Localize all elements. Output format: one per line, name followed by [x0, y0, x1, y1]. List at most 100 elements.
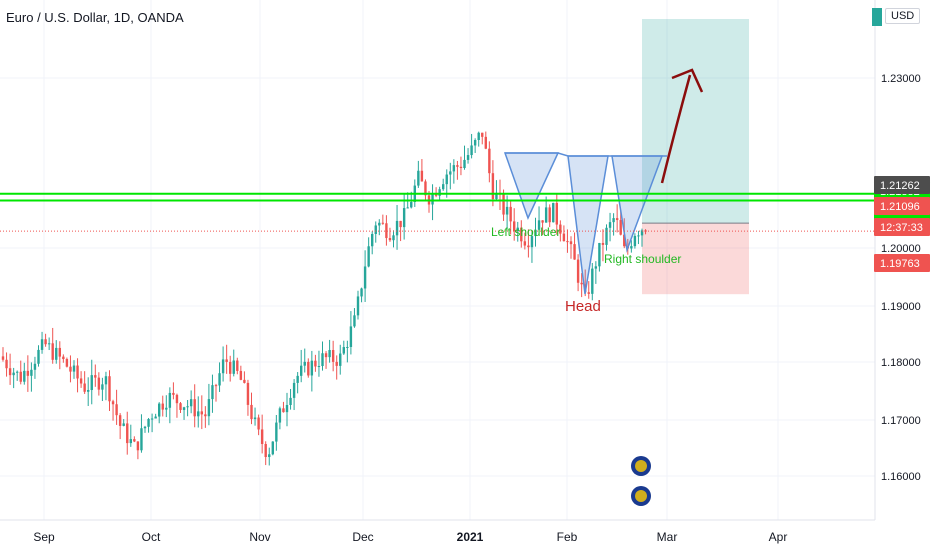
candle-body — [537, 220, 541, 230]
candle-body — [214, 385, 218, 387]
candle-body — [360, 288, 363, 297]
candle-body — [385, 223, 388, 239]
candle-body — [633, 235, 637, 247]
x-tick-label: Dec — [352, 530, 373, 544]
candle-body — [449, 171, 452, 175]
candle-body — [573, 244, 576, 260]
candle-body — [108, 376, 111, 402]
candle-body — [569, 241, 573, 245]
candle-body — [1, 356, 5, 360]
currency-flag-icon — [635, 490, 647, 502]
candle-body — [442, 184, 445, 190]
candle-body — [158, 403, 161, 417]
candle-body — [200, 411, 203, 415]
candle-body — [601, 242, 605, 245]
candle-body — [619, 220, 622, 235]
candle-body — [605, 227, 608, 245]
candle-body — [33, 363, 37, 370]
time-axis[interactable] — [0, 520, 932, 550]
candle-body — [285, 404, 289, 413]
candle-body — [324, 353, 328, 358]
candle-body — [402, 208, 406, 228]
x-tick-label: Sep — [33, 530, 55, 544]
y-tick-label: 1.23000 — [881, 73, 921, 85]
candle-body — [395, 220, 399, 236]
candle-body — [548, 207, 551, 223]
head-triangle — [567, 155, 609, 295]
annotation-left-shoulder: Left shoulder — [491, 225, 560, 239]
candle-body — [72, 365, 76, 372]
candle-body — [505, 206, 509, 215]
arrow-head-icon — [671, 68, 704, 93]
candle-body — [55, 347, 58, 360]
candle-body — [321, 353, 324, 367]
candle-body — [79, 378, 83, 384]
candle-body — [8, 368, 12, 376]
y-tick-label: 1.17000 — [881, 415, 921, 427]
candle-body — [133, 439, 136, 442]
candle-body — [516, 227, 519, 232]
candle-body — [189, 399, 193, 407]
candle-body — [172, 392, 175, 395]
candle-body — [136, 441, 140, 451]
candle-body — [339, 353, 342, 366]
candle-body — [97, 377, 101, 390]
y-tick-label: 1.20000 — [881, 243, 921, 255]
candle-body — [310, 360, 314, 376]
candle-body — [182, 407, 186, 410]
candle-body — [420, 170, 424, 182]
candle-body — [445, 174, 448, 185]
candle-body — [204, 414, 207, 417]
candle-body — [26, 370, 30, 376]
candle-body — [246, 382, 250, 405]
candle-body — [417, 170, 420, 186]
candle-body — [239, 370, 243, 380]
y-tick-label: 1.16000 — [881, 471, 921, 483]
last-price-tag-bg — [874, 197, 930, 215]
candle-body — [296, 375, 299, 383]
candle-body — [388, 238, 392, 241]
candle-body — [51, 343, 54, 360]
candle-body — [530, 236, 534, 248]
currency-button[interactable]: USD — [885, 8, 921, 24]
candle-body — [459, 166, 463, 169]
countdown-tag: 12:37:33 — [880, 222, 923, 234]
chart-title: Euro / U.S. Dollar, 1D, OANDA — [6, 10, 184, 25]
candle-body — [118, 415, 122, 426]
candle-body — [207, 399, 211, 417]
candle-body — [303, 361, 306, 366]
candle-body — [637, 235, 640, 237]
candle-body — [488, 148, 491, 174]
candle-body — [83, 383, 86, 392]
candle-body — [576, 259, 580, 283]
candle-body — [104, 376, 108, 385]
candle-body — [260, 429, 264, 445]
candle-body — [161, 403, 164, 410]
candle-body — [410, 202, 413, 208]
candle-body — [349, 326, 353, 347]
candle-body — [44, 339, 47, 345]
candle-body — [463, 159, 466, 169]
candle-body — [502, 194, 505, 215]
candle-body — [140, 428, 143, 451]
candle-body — [193, 399, 196, 417]
candle-body — [491, 173, 495, 200]
candle-body — [371, 234, 374, 247]
candle-body — [598, 242, 601, 267]
candle-body — [314, 360, 317, 367]
candle-body — [509, 206, 512, 222]
candle-body — [623, 234, 626, 247]
candle-body — [253, 417, 257, 420]
candle-body — [150, 418, 154, 420]
y-tick-label: 1.18000 — [881, 357, 921, 369]
candle-body — [225, 359, 228, 362]
candle-body — [367, 246, 370, 267]
candle-body — [615, 218, 619, 221]
candle-body — [594, 266, 598, 269]
candle-body — [541, 220, 544, 223]
candle-body — [197, 411, 200, 417]
price-axis[interactable] — [875, 0, 932, 550]
y-tick-label: 1.19000 — [881, 301, 921, 313]
